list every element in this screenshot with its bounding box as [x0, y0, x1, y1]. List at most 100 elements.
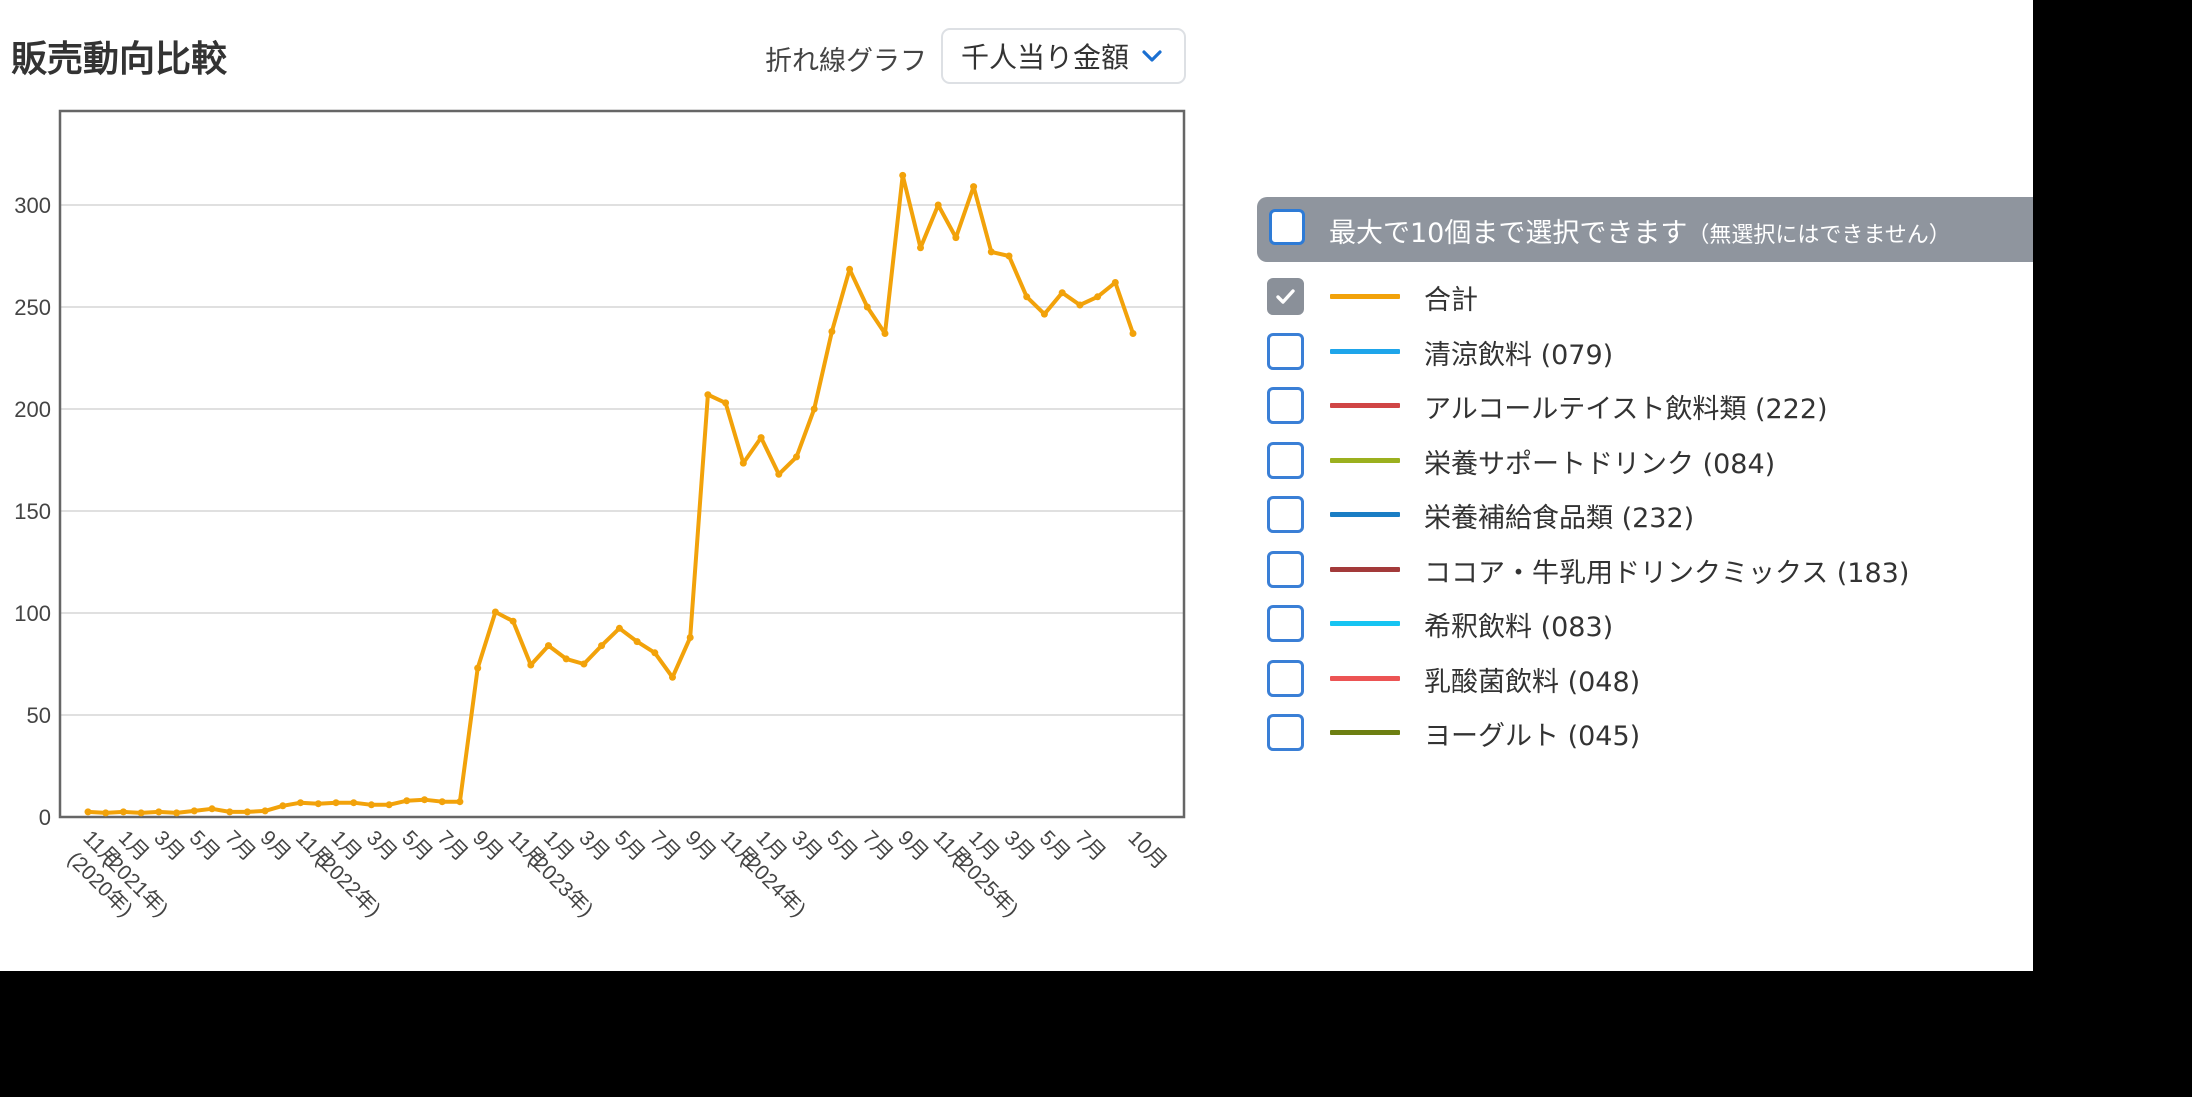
series-color-swatch — [1330, 621, 1400, 626]
data-point — [509, 617, 517, 625]
series-checkbox[interactable] — [1267, 550, 1304, 588]
data-point — [917, 244, 924, 252]
data-point — [385, 801, 393, 809]
data-point — [190, 807, 198, 815]
data-point — [669, 673, 676, 681]
data-point — [651, 649, 659, 657]
data-point — [403, 797, 411, 805]
data-point — [1023, 293, 1031, 301]
legend-item[interactable]: 合計 — [1267, 276, 1967, 316]
data-point — [261, 807, 269, 815]
select-all-checkbox[interactable] — [1269, 209, 1305, 245]
data-point — [739, 459, 747, 467]
data-point — [793, 453, 800, 461]
svg-text:9月: 9月 — [256, 826, 295, 865]
svg-text:3月: 3月 — [787, 826, 826, 865]
svg-text:3月: 3月 — [574, 826, 613, 865]
legend-select-all[interactable]: 最大で10個まで選択できます（無選択にはできません） — [1257, 197, 2033, 262]
series-checkbox[interactable] — [1267, 496, 1304, 533]
x-tick-label: 3月 — [787, 826, 826, 865]
series-color-swatch — [1330, 675, 1400, 681]
line-chart: 05010015020025030011月(2020年)1月(2021年)3月5… — [14, 109, 1186, 922]
series-checkbox[interactable] — [1267, 332, 1304, 370]
data-point — [1058, 289, 1066, 297]
legend-item[interactable]: ココア・牛乳用ドリンクミックス (183) — [1267, 549, 1967, 589]
svg-text:7月: 7月 — [645, 826, 684, 865]
x-tick-label: 7月 — [645, 826, 684, 865]
data-point — [775, 470, 783, 478]
series-color-swatch — [1330, 730, 1400, 735]
x-tick-label: 5月 — [822, 826, 861, 865]
data-point — [1111, 279, 1119, 286]
series-checkbox[interactable] — [1267, 441, 1304, 479]
svg-text:5月: 5月 — [1035, 826, 1074, 865]
series-checkbox[interactable] — [1267, 714, 1304, 751]
svg-text:3月: 3月 — [362, 826, 401, 865]
svg-text:5月: 5月 — [822, 826, 861, 865]
svg-text:9月: 9月 — [468, 826, 507, 865]
legend-item[interactable]: 栄養補給食品類 (232) — [1267, 494, 1967, 534]
data-point — [367, 801, 375, 809]
svg-text:7月: 7月 — [1070, 826, 1109, 865]
x-tick-label: 9月 — [893, 826, 932, 865]
metric-select-value: 千人当り金額 — [961, 41, 1130, 74]
metric-select[interactable]: 千人当り金額 — [941, 28, 1186, 84]
series-color-swatch — [1330, 457, 1400, 463]
x-tick-label: 7月 — [220, 826, 259, 865]
data-point — [899, 171, 907, 179]
data-point — [297, 799, 304, 807]
data-point — [970, 183, 978, 191]
x-tick-label: 3月 — [999, 826, 1038, 865]
chevron-down-icon — [1142, 50, 1162, 62]
data-point — [562, 655, 570, 663]
legend-item[interactable]: 栄養サポートドリンク (084) — [1267, 440, 1967, 480]
legend-item[interactable]: 乳酸菌飲料 (048) — [1267, 658, 1967, 698]
series-checkbox[interactable] — [1267, 387, 1304, 424]
data-point — [119, 808, 127, 816]
x-tick-label: 9月 — [468, 826, 507, 865]
x-tick-label: 3月 — [362, 826, 401, 865]
legend-item[interactable]: 希釈飲料 (083) — [1267, 603, 1967, 643]
legend-item[interactable]: アルコールテイスト飲料類 (222) — [1267, 385, 1967, 425]
x-tick-label: 5月 — [397, 826, 436, 865]
data-point — [987, 248, 995, 256]
x-tick-label: 10月 — [1123, 826, 1171, 874]
x-tick-label: 3月 — [574, 826, 613, 865]
data-point — [722, 399, 730, 407]
data-point — [633, 638, 641, 646]
data-point — [438, 798, 446, 806]
x-tick-label: 3月 — [149, 826, 188, 865]
series-label: 栄養サポートドリンク (084) — [1424, 448, 1776, 480]
series-color-swatch — [1330, 348, 1400, 354]
x-tick-label: 9月 — [681, 826, 720, 865]
data-point — [421, 796, 428, 804]
series-label: ココア・牛乳用ドリンクミックス (183) — [1424, 557, 1910, 589]
svg-text:3月: 3月 — [999, 826, 1038, 865]
series-checkbox[interactable] — [1267, 278, 1304, 315]
data-point — [545, 642, 552, 650]
data-point — [155, 808, 163, 816]
data-point — [952, 234, 960, 242]
svg-text:10月: 10月 — [1123, 826, 1171, 874]
y-tick-label: 300 — [14, 193, 51, 218]
y-tick-label: 100 — [14, 601, 51, 626]
series-label: 栄養補給食品類 (232) — [1424, 503, 1695, 534]
series-line — [87, 173, 1135, 815]
x-tick-label: 7月 — [1070, 826, 1109, 865]
data-point — [208, 805, 216, 813]
svg-text:5月: 5月 — [185, 826, 224, 865]
series-color-swatch — [1330, 294, 1400, 299]
data-point — [828, 328, 836, 335]
svg-text:5月: 5月 — [610, 826, 649, 865]
checkmark-icon — [1276, 289, 1295, 304]
data-point — [810, 405, 818, 413]
data-point — [934, 201, 942, 209]
legend-item[interactable]: ヨーグルト (045) — [1267, 712, 1967, 752]
legend-item[interactable]: 清涼飲料 (079) — [1267, 331, 1967, 371]
series-checkbox[interactable] — [1267, 659, 1304, 697]
data-point — [1094, 293, 1102, 301]
x-tick-label: 9月 — [256, 826, 295, 865]
x-tick-label: 5月 — [1035, 826, 1074, 865]
series-checkbox[interactable] — [1267, 605, 1304, 642]
data-point — [226, 808, 234, 816]
